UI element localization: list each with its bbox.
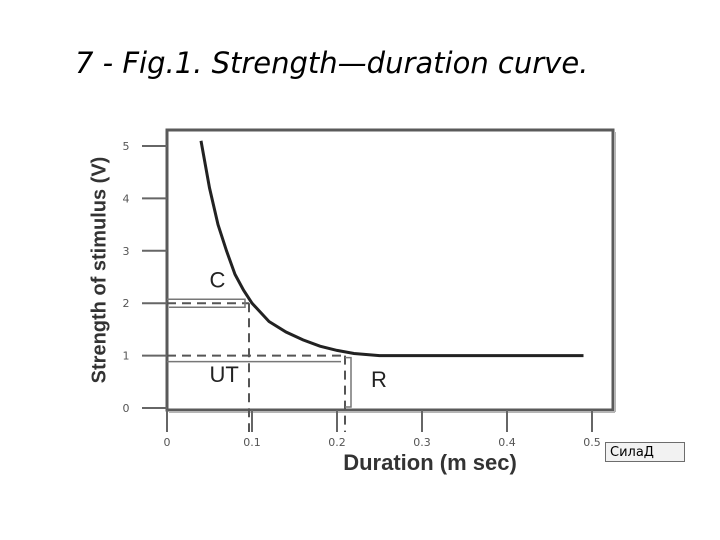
y-tick-label-4: 4 xyxy=(123,192,130,205)
x-axis-label: Duration (m sec) xyxy=(343,450,517,475)
x-tick-label-0: 0 xyxy=(164,436,171,449)
y-tick-label-2: 2 xyxy=(123,297,130,310)
x-tick-label-4: 0.4 xyxy=(498,436,516,449)
rheobase-bracket xyxy=(345,356,352,408)
slide-title: 7 - Fig.1. Strength—duration curve. xyxy=(75,46,589,80)
plot-frame xyxy=(165,128,615,412)
y-tick-label-3: 3 xyxy=(123,245,130,258)
x-tick-label-1: 0.1 xyxy=(243,436,261,449)
chronaxie-bracket xyxy=(167,298,246,308)
annotation-c: C xyxy=(210,267,226,292)
strength-duration-curve xyxy=(199,140,584,358)
y-axis-label: Strength of stimulus (V) xyxy=(88,157,110,384)
y-tick-label-0: 0 xyxy=(123,402,130,415)
x-tick-label-5: 0.5 xyxy=(583,436,601,449)
x-tick-label-2: 0.2 xyxy=(328,436,346,449)
x-tick-label-3: 0.3 xyxy=(413,436,431,449)
y-tick-label-5: 5 xyxy=(123,140,130,153)
axis-ticks: 0 1 2 3 4 5 0 0.1 0.2 0.3 0.4 0.5 xyxy=(123,140,601,449)
annotation-ut: UT xyxy=(210,362,239,387)
caption-tag: СилаД xyxy=(605,442,685,462)
reference-lines xyxy=(167,298,352,432)
annotation-r: R xyxy=(371,367,387,392)
y-tick-label-1: 1 xyxy=(123,350,130,363)
annotations: C UT R xyxy=(210,267,387,392)
